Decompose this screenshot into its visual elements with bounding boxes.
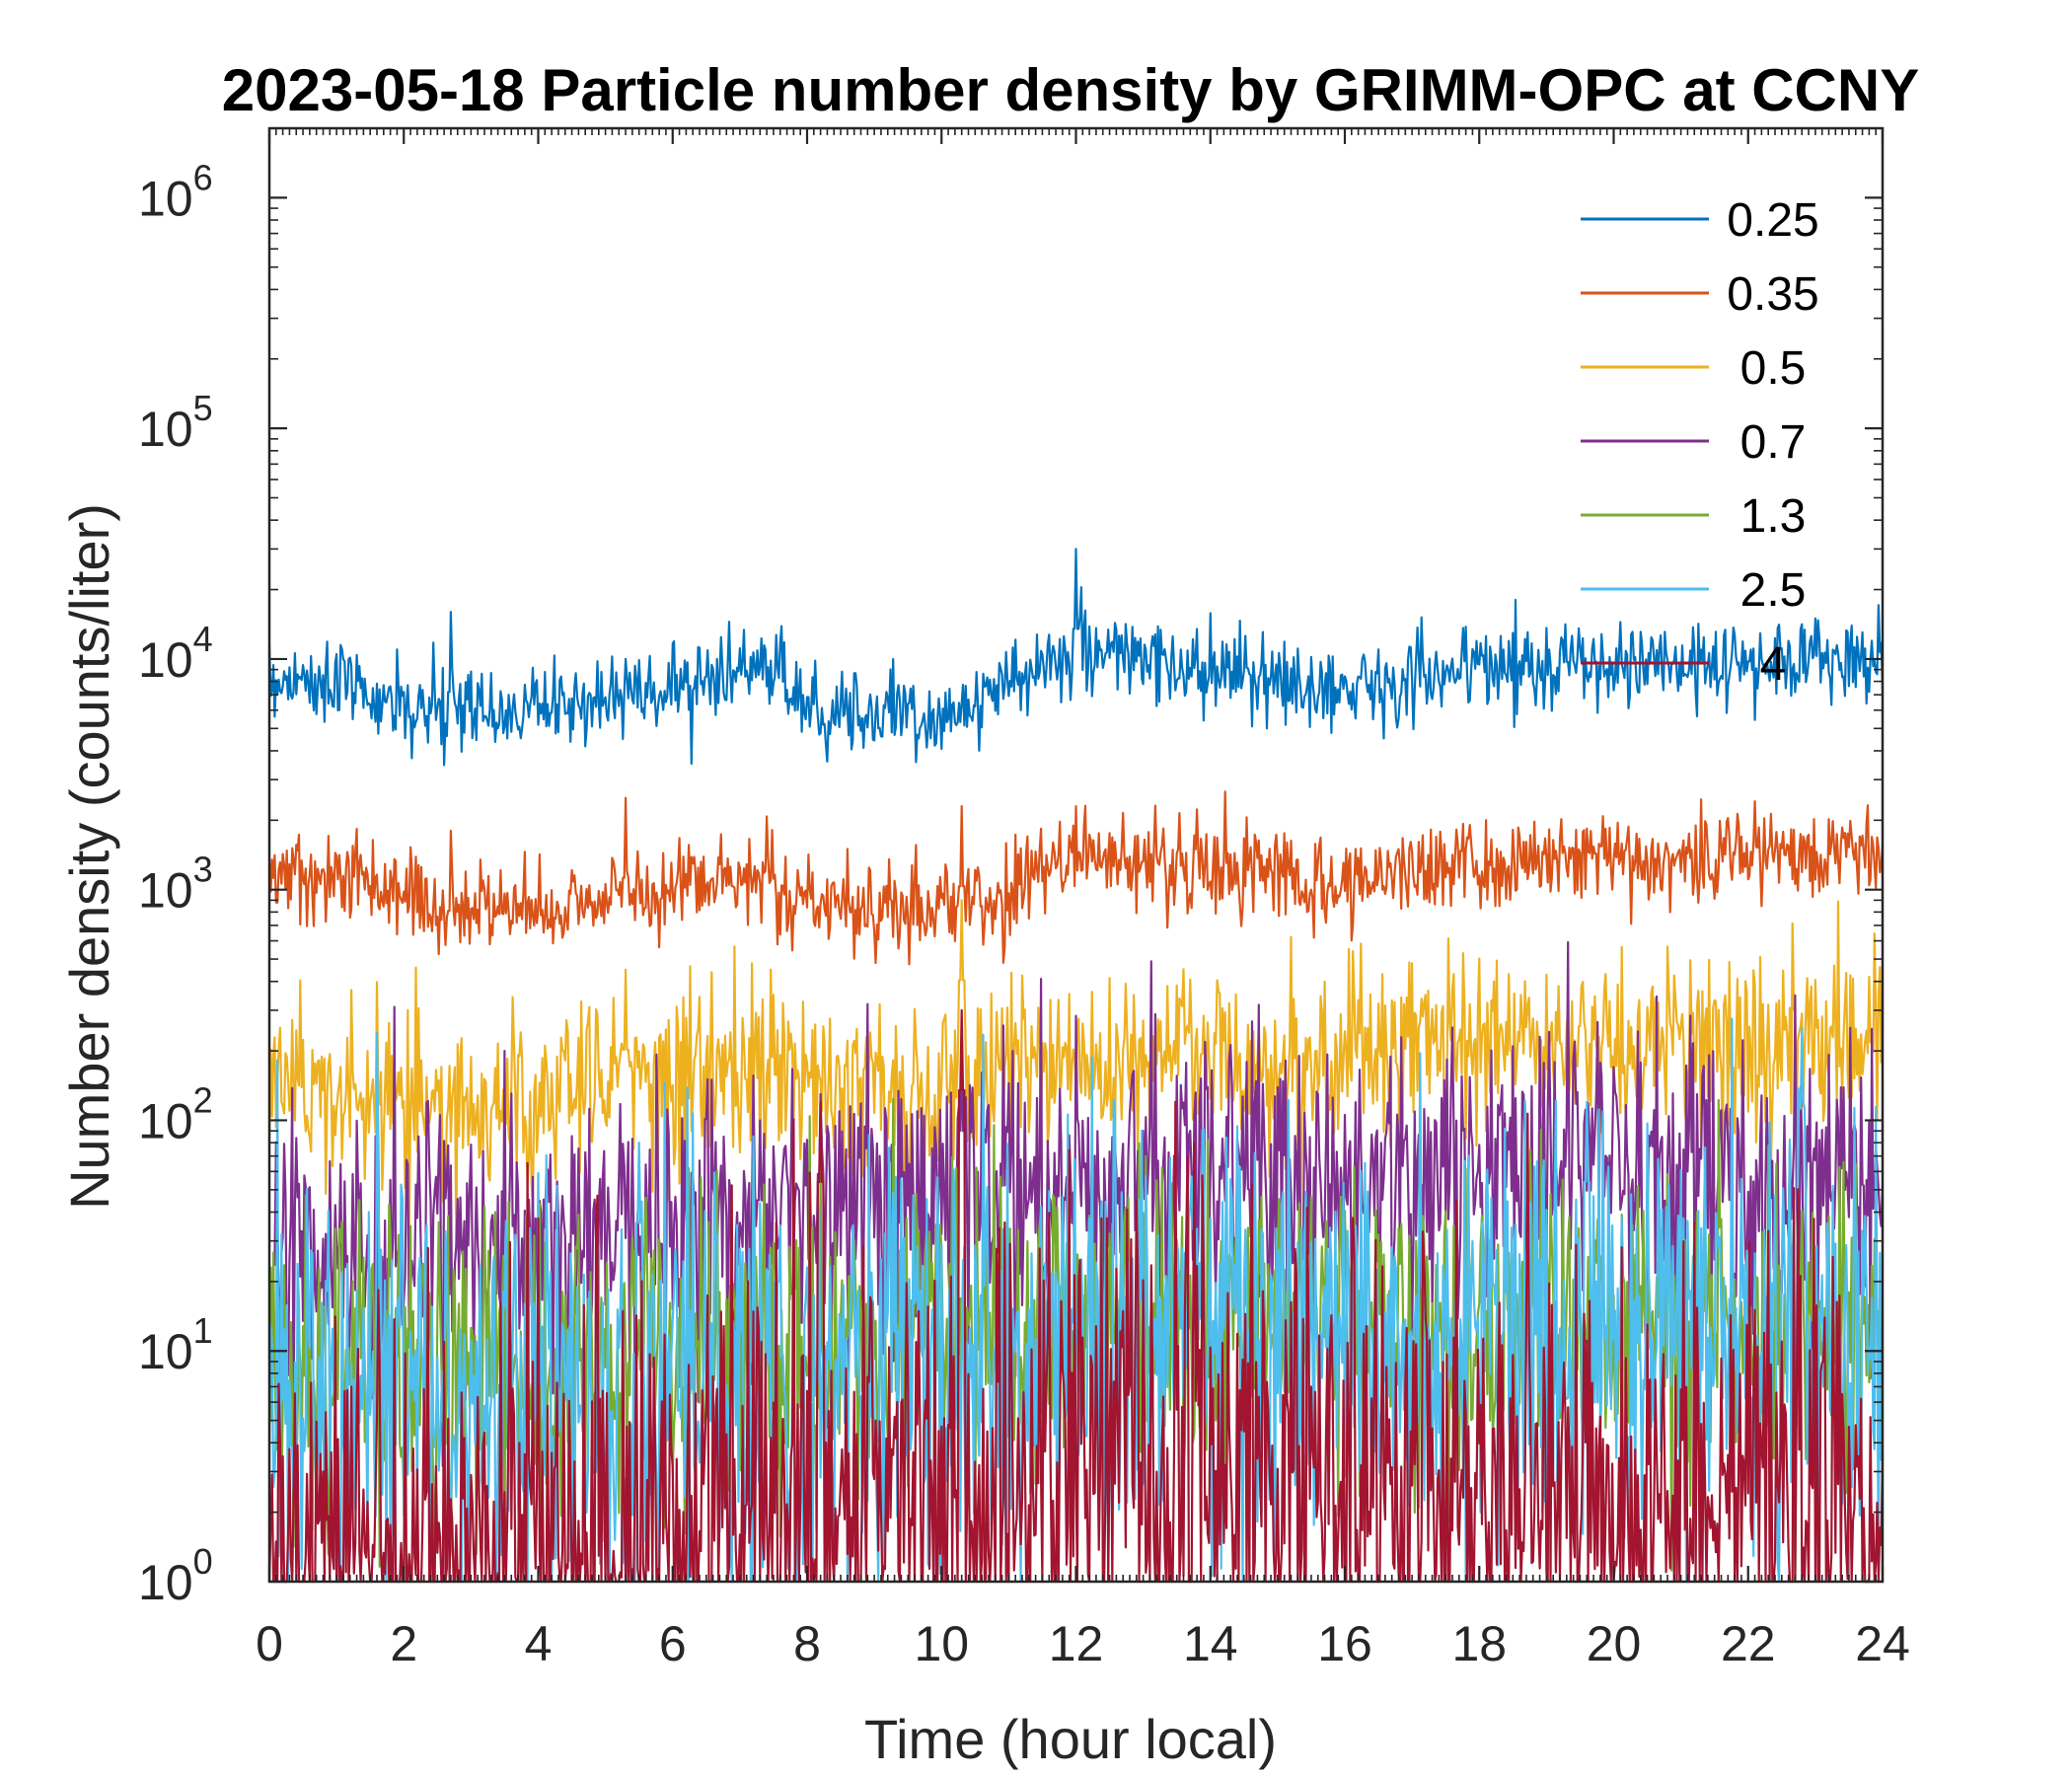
legend-label-0.25: 0.25 bbox=[1727, 194, 1818, 247]
legend: 0.25 0.35 0.5 0.7 1.3 2.5 4 bbox=[1581, 194, 1819, 691]
y-tick-exponent: 2 bbox=[193, 1079, 213, 1120]
x-tick-label: 2 bbox=[390, 1616, 417, 1671]
legend-label-4: 4 bbox=[1760, 638, 1787, 691]
x-tick-label: 16 bbox=[1317, 1616, 1372, 1671]
x-tick-label: 8 bbox=[793, 1616, 821, 1671]
chart-title: 2023-05-18 Particle number density by GR… bbox=[222, 57, 1920, 123]
x-tick-label: 20 bbox=[1587, 1616, 1642, 1671]
x-tick-label: 0 bbox=[256, 1616, 283, 1671]
legend-label-1.3: 1.3 bbox=[1740, 490, 1807, 543]
y-tick-exponent: 5 bbox=[193, 388, 213, 428]
y-tick-exponent: 4 bbox=[193, 619, 213, 659]
x-tick-label: 24 bbox=[1855, 1616, 1910, 1671]
axes-layer: 0 2 4 6 8 10 12 14 16 18 20 22 241001011021031041051… bbox=[138, 126, 1910, 1671]
legend-label-0.5: 0.5 bbox=[1740, 342, 1807, 395]
x-tick-label: 12 bbox=[1049, 1616, 1104, 1671]
x-tick-label: 18 bbox=[1451, 1616, 1507, 1671]
x-tick-label: 6 bbox=[659, 1616, 687, 1671]
x-tick-label: 10 bbox=[914, 1616, 969, 1671]
y-tick-exponent: 6 bbox=[193, 157, 213, 197]
legend-label-0.35: 0.35 bbox=[1727, 268, 1818, 321]
y-tick-exponent: 3 bbox=[193, 850, 213, 890]
legend-label-2.5: 2.5 bbox=[1740, 564, 1807, 617]
y-tick-exponent: 1 bbox=[193, 1310, 213, 1351]
legend-label-0.7: 0.7 bbox=[1740, 416, 1807, 469]
x-tick-label: 14 bbox=[1183, 1616, 1238, 1671]
series-0.35-line bbox=[267, 790, 1885, 966]
y-axis-label: Number density (counts/liter) bbox=[58, 503, 120, 1210]
x-axis-label: Time (hour local) bbox=[864, 1708, 1277, 1770]
series-0.25-line bbox=[267, 548, 1885, 767]
y-tick-exponent: 0 bbox=[193, 1541, 213, 1582]
x-tick-label: 22 bbox=[1721, 1616, 1776, 1671]
x-tick-label: 4 bbox=[525, 1616, 553, 1671]
